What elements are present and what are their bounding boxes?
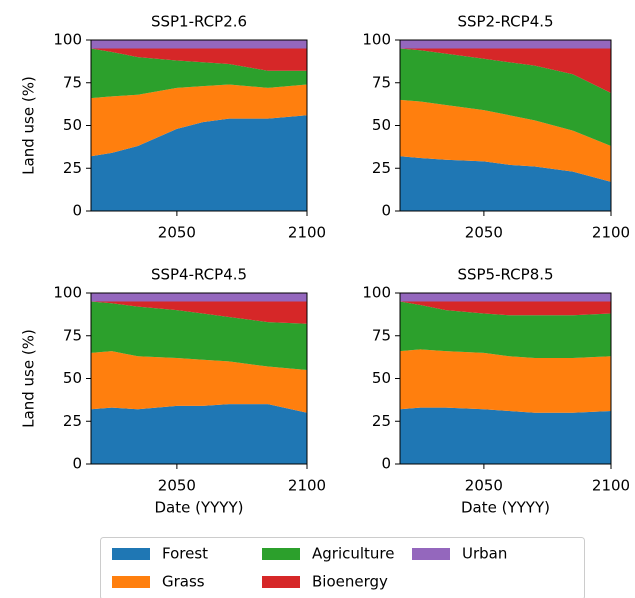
y-tick-label: 50: [372, 116, 391, 134]
x-tick-label: 2100: [288, 477, 326, 495]
area: [400, 301, 611, 316]
legend-swatch: [412, 548, 450, 560]
legend-swatch: [262, 576, 300, 588]
area: [91, 351, 307, 413]
x-axis-label: Date (YYYY): [155, 499, 244, 517]
y-axis-label: Land use (%): [20, 329, 38, 428]
area: [400, 293, 611, 302]
x-axis-label: Date (YYYY): [461, 499, 550, 517]
axes-title: SSP2-RCP4.5: [457, 13, 553, 31]
legend-label: Urban: [462, 545, 507, 563]
y-tick-label: 75: [63, 326, 82, 344]
y-tick-label: 50: [63, 369, 82, 387]
area: [91, 293, 307, 302]
y-tick-label: 0: [72, 455, 82, 473]
axes-title: SSP5-RCP8.5: [457, 266, 553, 284]
x-tick-label: 2100: [288, 224, 326, 242]
axes-title: SSP4-RCP4.5: [151, 266, 247, 284]
x-tick-label: 2100: [592, 477, 630, 495]
area: [91, 301, 307, 324]
y-tick-label: 100: [362, 284, 391, 302]
area: [91, 404, 307, 464]
y-tick-label: 25: [63, 412, 82, 430]
area: [91, 48, 307, 99]
legend-swatch: [112, 548, 150, 560]
y-tick-label: 0: [381, 455, 391, 473]
legend-label: Forest: [162, 545, 208, 563]
x-tick-label: 2100: [592, 224, 630, 242]
area: [91, 115, 307, 211]
y-tick-label: 50: [372, 369, 391, 387]
legend-swatch: [262, 548, 300, 560]
y-tick-label: 100: [53, 284, 82, 302]
y-tick-label: 75: [372, 73, 391, 91]
y-tick-label: 0: [72, 202, 82, 220]
area: [400, 156, 611, 211]
area: [400, 48, 611, 94]
y-tick-label: 100: [362, 31, 391, 49]
y-tick-label: 0: [381, 202, 391, 220]
legend-label: Grass: [162, 573, 205, 591]
y-tick-label: 100: [53, 31, 82, 49]
area: [400, 40, 611, 49]
area: [91, 48, 307, 71]
area: [91, 84, 307, 157]
area: [400, 99, 611, 182]
area: [91, 40, 307, 49]
y-axis-label: Land use (%): [20, 76, 38, 175]
x-tick-label: 2050: [158, 477, 196, 495]
area: [400, 48, 611, 147]
legend-frame: [100, 537, 585, 598]
y-tick-label: 75: [372, 326, 391, 344]
area: [400, 407, 611, 464]
legend-label: Agriculture: [312, 545, 395, 563]
area: [400, 301, 611, 358]
area: [400, 349, 611, 413]
y-tick-label: 50: [63, 116, 82, 134]
legend-swatch: [112, 576, 150, 588]
legend-label: Bioenergy: [312, 573, 388, 591]
axes-title: SSP1-RCP2.6: [151, 13, 247, 31]
y-tick-label: 75: [63, 73, 82, 91]
y-tick-label: 25: [372, 159, 391, 177]
x-tick-label: 2050: [158, 224, 196, 242]
x-tick-label: 2050: [465, 477, 503, 495]
y-tick-label: 25: [372, 412, 391, 430]
y-tick-label: 25: [63, 159, 82, 177]
x-tick-label: 2050: [465, 224, 503, 242]
area: [91, 301, 307, 370]
